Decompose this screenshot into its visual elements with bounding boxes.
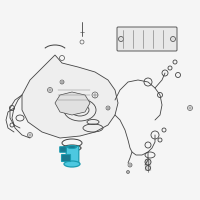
FancyBboxPatch shape [62,154,70,162]
Circle shape [118,36,124,42]
Ellipse shape [68,146,76,148]
FancyBboxPatch shape [60,147,66,152]
Ellipse shape [64,161,80,167]
Circle shape [170,36,176,42]
Polygon shape [22,55,118,138]
FancyBboxPatch shape [117,27,177,51]
FancyBboxPatch shape [66,146,79,164]
Polygon shape [55,92,90,115]
